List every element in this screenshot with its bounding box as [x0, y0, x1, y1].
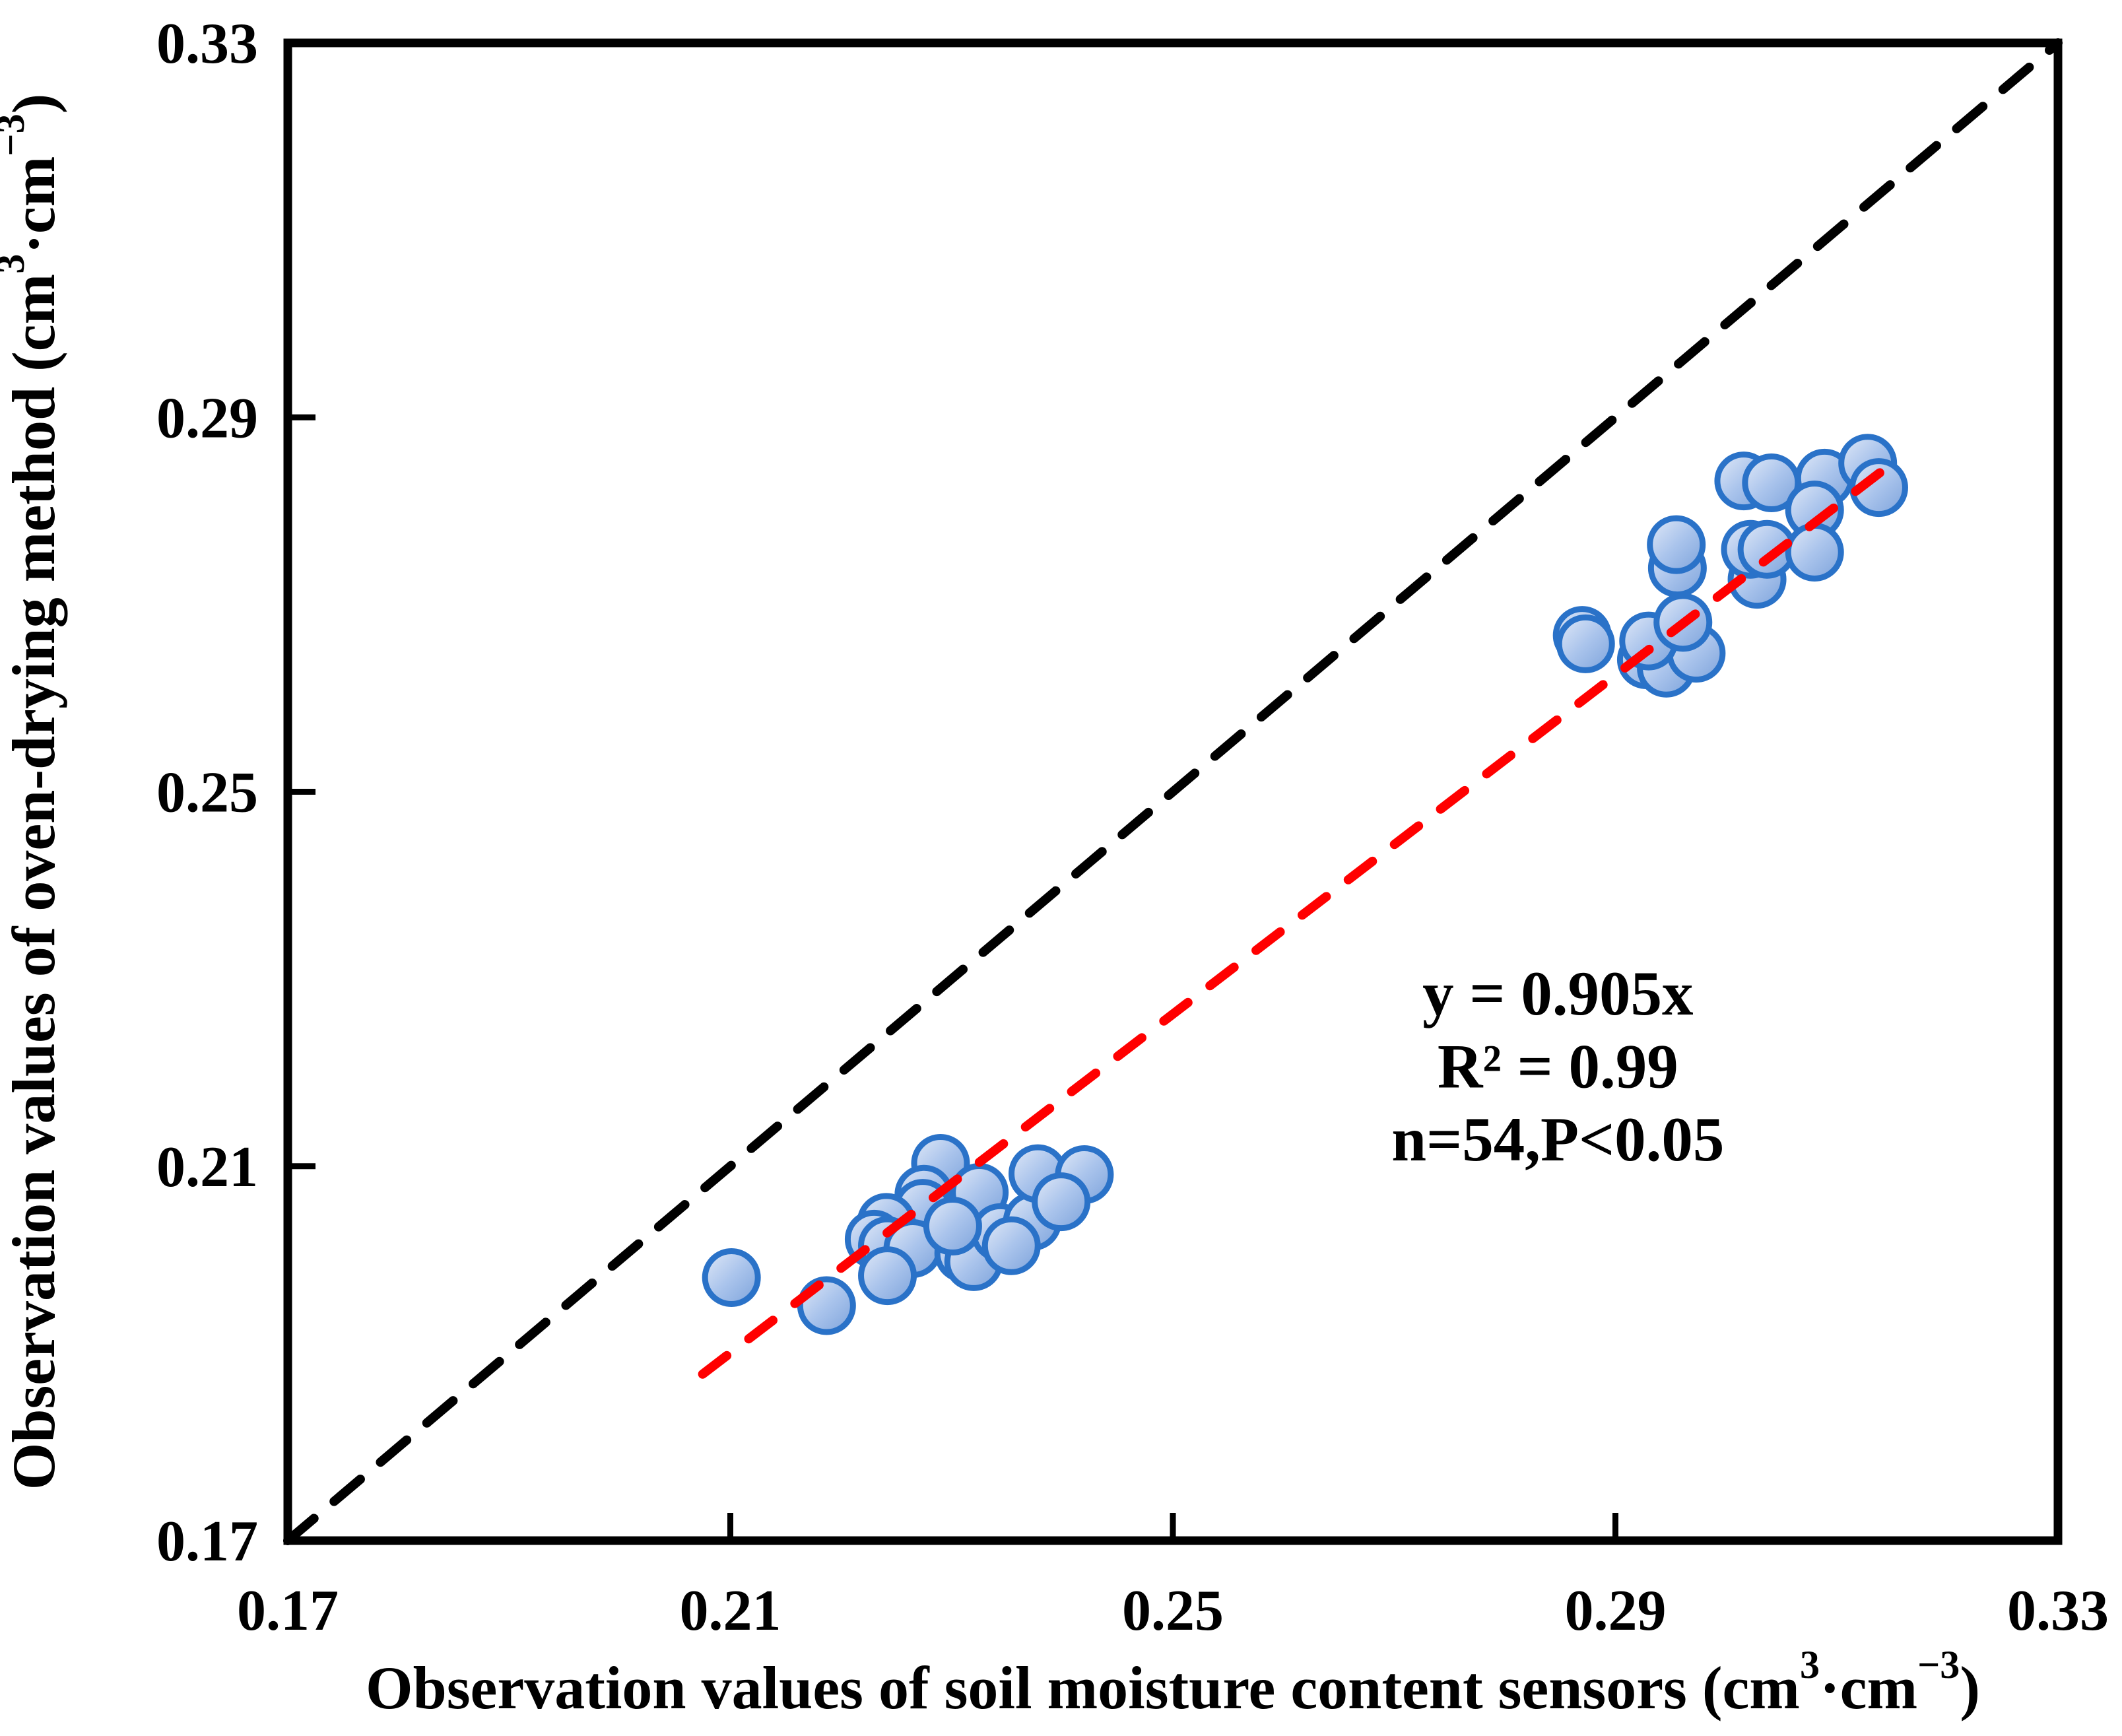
data-point: [858, 1246, 917, 1306]
regression-line-path: [698, 463, 1892, 1379]
y-tick-label: 0.25: [156, 761, 258, 825]
data-point: [1785, 522, 1844, 582]
x-tick-label: 0.33: [2007, 1579, 2109, 1643]
data-point: [923, 1197, 982, 1256]
annotation-line: y = 0.905x: [1422, 958, 1693, 1028]
y-tick-label: 0.17: [156, 1510, 258, 1574]
y-tick-label: 0.29: [156, 386, 258, 450]
identity-line: [283, 38, 2063, 1545]
data-point: [1849, 458, 1908, 517]
data-point: [981, 1216, 1041, 1275]
axis-titles: Observation values of soil moisture cont…: [0, 94, 1980, 1721]
data-point: [1032, 1172, 1091, 1232]
annotation-line: n=54,P<0.05: [1391, 1104, 1724, 1174]
annotation-line: R² = 0.99: [1438, 1032, 1678, 1102]
tick-labels: 0.17 0.21 0.25 0.29 0.33 0.17 0.21 0.25 0.29 0.33: [156, 12, 2109, 1643]
data-point: [797, 1276, 856, 1335]
x-tick-label: 0.25: [1122, 1579, 1224, 1643]
y-tick-label: 0.21: [156, 1135, 258, 1199]
data-point: [1647, 515, 1706, 574]
y-axis-title: Observation values of oven-drying method…: [0, 94, 67, 1490]
data-point: [1556, 614, 1615, 673]
y-tick-label: 0.33: [156, 12, 258, 76]
regression-line: [698, 463, 1892, 1379]
x-tick-label: 0.21: [680, 1579, 781, 1643]
identity-line-path: [283, 38, 2063, 1545]
x-tick-label: 0.29: [1565, 1579, 1667, 1643]
x-axis-title: Observation values of soil moisture cont…: [366, 1643, 1980, 1721]
data-point: [702, 1248, 761, 1308]
x-tick-label: 0.17: [237, 1579, 339, 1643]
axis-ticks: [288, 414, 1618, 1541]
data-points: [702, 434, 1908, 1335]
